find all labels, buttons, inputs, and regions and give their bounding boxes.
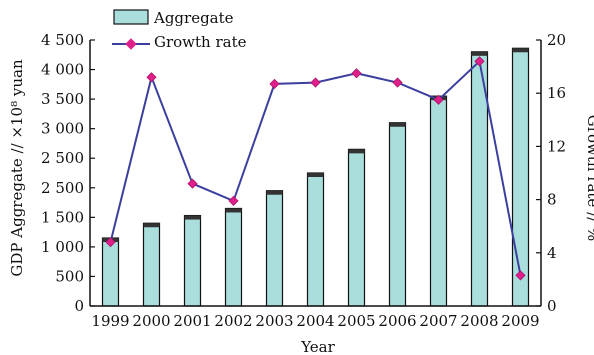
left-axis-title: GDP Aggregate // ×10⁸ yuan (8, 59, 26, 277)
bar-2000 (142, 222, 161, 307)
left-tick-label-500: 500 (55, 267, 84, 285)
bar-2001 (183, 214, 202, 307)
right-tick-label-12: 12 (547, 137, 566, 155)
right-tick-label-0: 0 (547, 297, 557, 315)
growth-point-2008 (474, 56, 485, 67)
growth-point-2005 (351, 68, 362, 79)
bar-cap-2000 (143, 223, 160, 228)
legend: Aggregate Growth rate (112, 9, 247, 51)
bar-cap-2008 (471, 51, 488, 56)
legend-label-aggregate: Aggregate (153, 9, 234, 27)
x-tick-label-2004: 2004 (296, 312, 334, 330)
bar-2006 (388, 122, 407, 307)
bar-1999 (101, 237, 120, 307)
x-tick-label-2002: 2002 (214, 312, 252, 330)
right-tick-label-4: 4 (547, 244, 557, 262)
left-tick-label-4000: 4 000 (41, 61, 84, 79)
growth-point-2000 (146, 72, 157, 83)
growth-point-2003 (269, 78, 280, 89)
right-tick-label-20: 20 (547, 31, 566, 49)
left-tick-label-2000: 2 500 (41, 179, 84, 197)
left-tick-label-4500: 4 500 (41, 31, 84, 49)
bar-cap-2004 (307, 173, 324, 177)
left-tick-label-0: 0 (74, 297, 84, 315)
legend-swatch-aggregate (113, 9, 149, 25)
bar-2004 (306, 172, 325, 307)
x-tick-label-1999: 1999 (91, 312, 129, 330)
growth-line-layer (105, 56, 526, 281)
left-tick-label-2500: 2 500 (41, 149, 84, 167)
bar-cap-2009 (512, 48, 529, 53)
bar-cap-2006 (389, 122, 406, 127)
right-tick-label-16: 16 (547, 84, 566, 102)
bar-cap-2002 (225, 208, 242, 213)
x-tick-label-2009: 2009 (501, 312, 539, 330)
x-tick-label-2000: 2000 (132, 312, 170, 330)
growth-point-2001 (187, 178, 198, 189)
x-tick-label-2006: 2006 (378, 312, 416, 330)
legend-marker-growth (125, 38, 137, 50)
growth-point-1999 (105, 237, 116, 248)
growth-point-2006 (392, 77, 403, 88)
bar-2007 (429, 95, 448, 307)
x-tick-label-2008: 2008 (460, 312, 498, 330)
x-tick-label-2005: 2005 (337, 312, 375, 330)
bar-cap-2003 (266, 190, 283, 195)
bar-2009 (511, 47, 530, 307)
left-tick-label-3500: 3 500 (41, 90, 84, 108)
bar-cap-2005 (348, 149, 365, 154)
labels-layer: Year GDP Aggregate // ×10⁸ yuan Growth r… (8, 59, 594, 355)
x-tick-label-2007: 2007 (419, 312, 457, 330)
bar-2005 (347, 148, 366, 307)
right-tick-label-8: 8 (547, 191, 557, 209)
left-tick-label-1000: 1 000 (41, 238, 84, 256)
growth-point-2002 (228, 195, 239, 206)
growth-point-2004 (310, 77, 321, 88)
left-tick-label-1500: 1 500 (41, 208, 84, 226)
axes-layer: 0 500 1 000 1 500 2 500 2 500 3 000 3 500 4 000 4… (41, 31, 566, 330)
bar-2003 (265, 190, 284, 307)
x-axis-title: Year (300, 338, 335, 355)
x-tick-label-2003: 2003 (255, 312, 293, 330)
right-axis-title: Growth rate // % (584, 115, 594, 241)
legend-label-growth: Growth rate (154, 33, 247, 51)
x-tick-label-2001: 2001 (173, 312, 211, 330)
growth-point-2009 (515, 270, 526, 281)
bar-2002 (224, 207, 243, 307)
growth-point-2007 (433, 94, 444, 105)
left-tick-label-3000: 3 000 (41, 120, 84, 138)
bar-cap-2001 (184, 215, 201, 220)
